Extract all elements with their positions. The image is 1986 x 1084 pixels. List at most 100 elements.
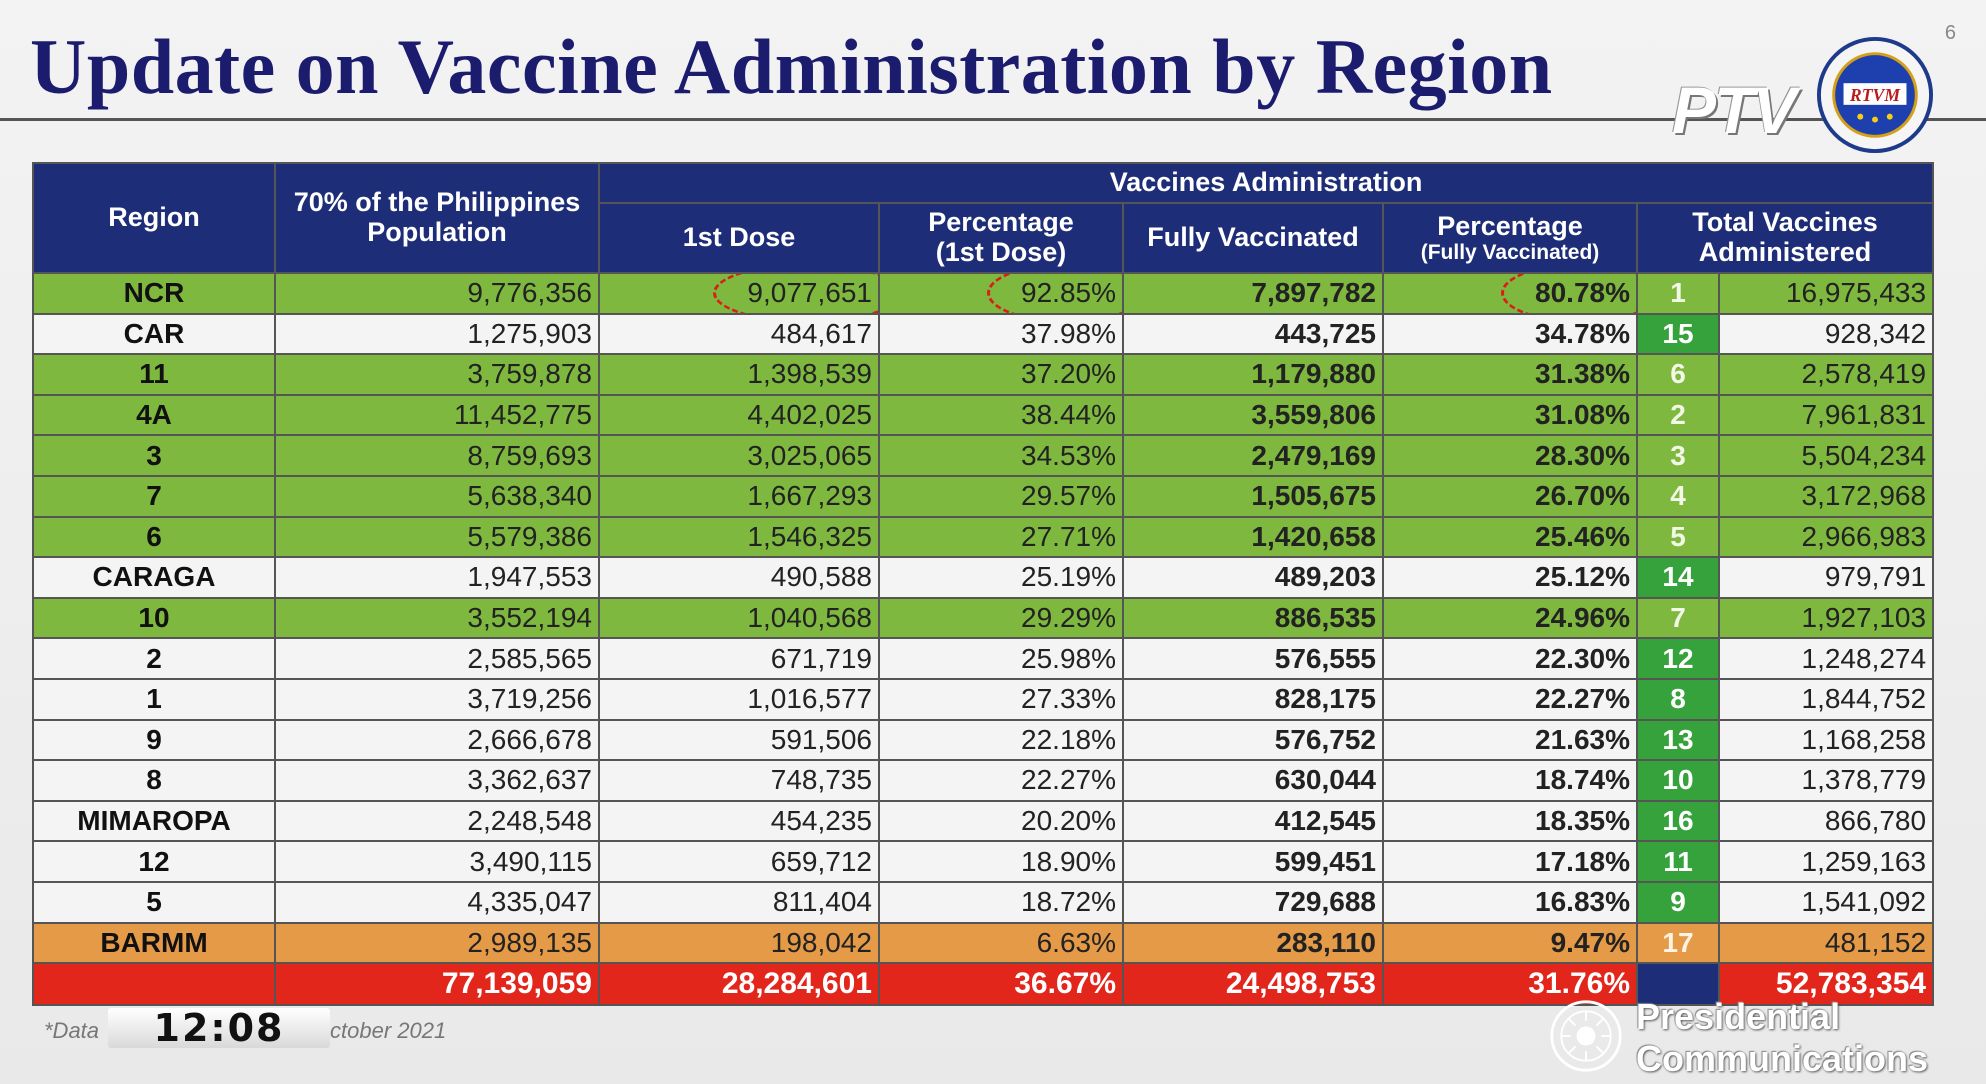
cell-total: 481,152 — [1717, 921, 1935, 965]
pco-branding-line2: Communications — [1636, 1038, 1929, 1079]
cell-population: 9,776,356 — [274, 272, 600, 315]
cell-total: 866,780 — [1717, 799, 1935, 843]
cell-fully-vaccinated: 828,175 — [1122, 677, 1384, 721]
cell-population: 3,362,637 — [274, 759, 600, 802]
cell-fully-vaccinated: 576,555 — [1122, 637, 1384, 680]
cell-pct-fully: 31.38% — [1382, 353, 1638, 396]
cell-region: 6 — [32, 515, 276, 559]
cell-rank: 8 — [1636, 677, 1720, 721]
cell-first-dose: 490,588 — [598, 556, 880, 599]
cell-rank: 10 — [1636, 759, 1720, 802]
header-region: Region — [32, 162, 276, 274]
cell-region: 9 — [32, 718, 276, 762]
dashed-highlight-circle: 92.85% — [987, 274, 1121, 312]
cell-region: 4A — [32, 393, 276, 437]
header-pct-fully: Percentage (Fully Vaccinated) — [1382, 202, 1638, 274]
cell-total: 1,541,092 — [1717, 880, 1935, 924]
cell-rank: 16 — [1636, 799, 1720, 843]
cell-pct-first: 6.63% — [878, 921, 1124, 965]
cell-pct-fully: 22.27% — [1382, 677, 1638, 721]
cell-rank: 5 — [1636, 515, 1720, 559]
cell-population: 11,452,775 — [274, 393, 600, 437]
cell-first-dose: 198,042 — [598, 921, 880, 965]
cell-population: 5,579,386 — [274, 515, 600, 559]
cell-pct-first: 25.98% — [878, 637, 1124, 680]
vaccine-table: Region 70% of the Philippines Population… — [32, 162, 1935, 1007]
cell-region: 5 — [32, 880, 276, 924]
table-row: 2 2,585,565 671,719 25.98% 576,555 22.30… — [32, 637, 1935, 680]
table-row: 12 3,490,115 659,712 18.90% 599,451 17.1… — [32, 840, 1935, 883]
cell-population: 1,947,553 — [274, 556, 600, 599]
cell-pct-fully: 24.96% — [1382, 596, 1638, 640]
cell-pct-fully: 28.30% — [1382, 434, 1638, 477]
cell-pct-first: 29.57% — [878, 474, 1124, 518]
cell-pct-first: 25.19% — [878, 556, 1124, 599]
header-first-dose: 1st Dose — [598, 202, 880, 274]
cell-population: 2,989,135 — [274, 921, 600, 965]
broadcast-clock: 12:08 — [108, 1008, 330, 1048]
cell-rank: 11 — [1636, 840, 1720, 883]
cell-pct-fully: 34.78% — [1382, 312, 1638, 356]
cell-total: 7,961,831 — [1717, 393, 1935, 437]
cell-rank: 7 — [1636, 596, 1720, 640]
title-divider — [0, 118, 1986, 121]
table-row: NCR 9,776,356 9,077,651 92.85% 7,897,782… — [32, 272, 1935, 315]
cell-pct-fully: 18.74% — [1382, 759, 1638, 802]
cell-first-dose: 1,546,325 — [598, 515, 880, 559]
cell-pct-fully: 18.35% — [1382, 799, 1638, 843]
cell-fully-vaccinated: 7,897,782 — [1122, 272, 1384, 315]
table-row: 5 4,335,047 811,404 18.72% 729,688 16.83… — [32, 880, 1935, 924]
totals-fully: 24,498,753 — [1122, 962, 1384, 1007]
cell-total: 16,975,433 — [1717, 272, 1935, 315]
cell-fully-vaccinated: 443,725 — [1122, 312, 1384, 356]
cell-fully-vaccinated: 283,110 — [1122, 921, 1384, 965]
cell-fully-vaccinated: 489,203 — [1122, 556, 1384, 599]
cell-region: NCR — [32, 272, 276, 315]
cell-pct-fully: 9.47% — [1382, 921, 1638, 965]
cell-total: 5,504,234 — [1717, 434, 1935, 477]
table-row: 1 3,719,256 1,016,577 27.33% 828,175 22.… — [32, 677, 1935, 721]
footnote-left: *Data — [44, 1018, 100, 1043]
table-row: CAR 1,275,903 484,617 37.98% 443,725 34.… — [32, 312, 1935, 356]
cell-fully-vaccinated: 412,545 — [1122, 799, 1384, 843]
cell-total: 2,966,983 — [1717, 515, 1935, 559]
cell-first-dose: 591,506 — [598, 718, 880, 762]
cell-region: BARMM — [32, 921, 276, 965]
cell-pct-fully: 31.08% — [1382, 393, 1638, 437]
cell-pct-first: 18.90% — [878, 840, 1124, 883]
header-pct-first-line1: Percentage — [928, 207, 1074, 238]
cell-total: 1,248,274 — [1717, 637, 1935, 680]
cell-fully-vaccinated: 729,688 — [1122, 880, 1384, 924]
cell-population: 2,666,678 — [274, 718, 600, 762]
table-row: 9 2,666,678 591,506 22.18% 576,752 21.63… — [32, 718, 1935, 762]
cell-pct-first: 27.71% — [878, 515, 1124, 559]
cell-population: 2,248,548 — [274, 799, 600, 843]
cell-region: 3 — [32, 434, 276, 477]
cell-total: 3,172,968 — [1717, 474, 1935, 518]
cell-rank: 3 — [1636, 434, 1720, 477]
cell-rank: 2 — [1636, 393, 1720, 437]
cell-population: 4,335,047 — [274, 880, 600, 924]
cell-region: 8 — [32, 759, 276, 802]
totals-rank-cell — [1636, 962, 1720, 1007]
cell-fully-vaccinated: 1,420,658 — [1122, 515, 1384, 559]
cell-total: 1,844,752 — [1717, 677, 1935, 721]
seal-text: RTVM — [1849, 85, 1901, 105]
cell-total: 1,378,779 — [1717, 759, 1935, 802]
cell-region: 11 — [32, 353, 276, 396]
totals-region-cell — [32, 962, 276, 1007]
totals-pct-first: 36.67% — [878, 962, 1124, 1007]
cell-first-dose: 659,712 — [598, 840, 880, 883]
table-row: MIMAROPA 2,248,548 454,235 20.20% 412,54… — [32, 799, 1935, 843]
cell-rank: 13 — [1636, 718, 1720, 762]
cell-pct-first: 18.72% — [878, 880, 1124, 924]
cell-pct-first: 92.85% — [878, 272, 1124, 315]
cell-first-dose: 1,040,568 — [598, 596, 880, 640]
cell-pct-fully: 16.83% — [1382, 880, 1638, 924]
header-fully-vaccinated: Fully Vaccinated — [1122, 202, 1384, 274]
cell-pct-first: 22.18% — [878, 718, 1124, 762]
table-row: 6 5,579,386 1,546,325 27.71% 1,420,658 2… — [32, 515, 1935, 559]
cell-rank: 6 — [1636, 353, 1720, 396]
cell-population: 3,759,878 — [274, 353, 600, 396]
cell-pct-fully: 22.30% — [1382, 637, 1638, 680]
